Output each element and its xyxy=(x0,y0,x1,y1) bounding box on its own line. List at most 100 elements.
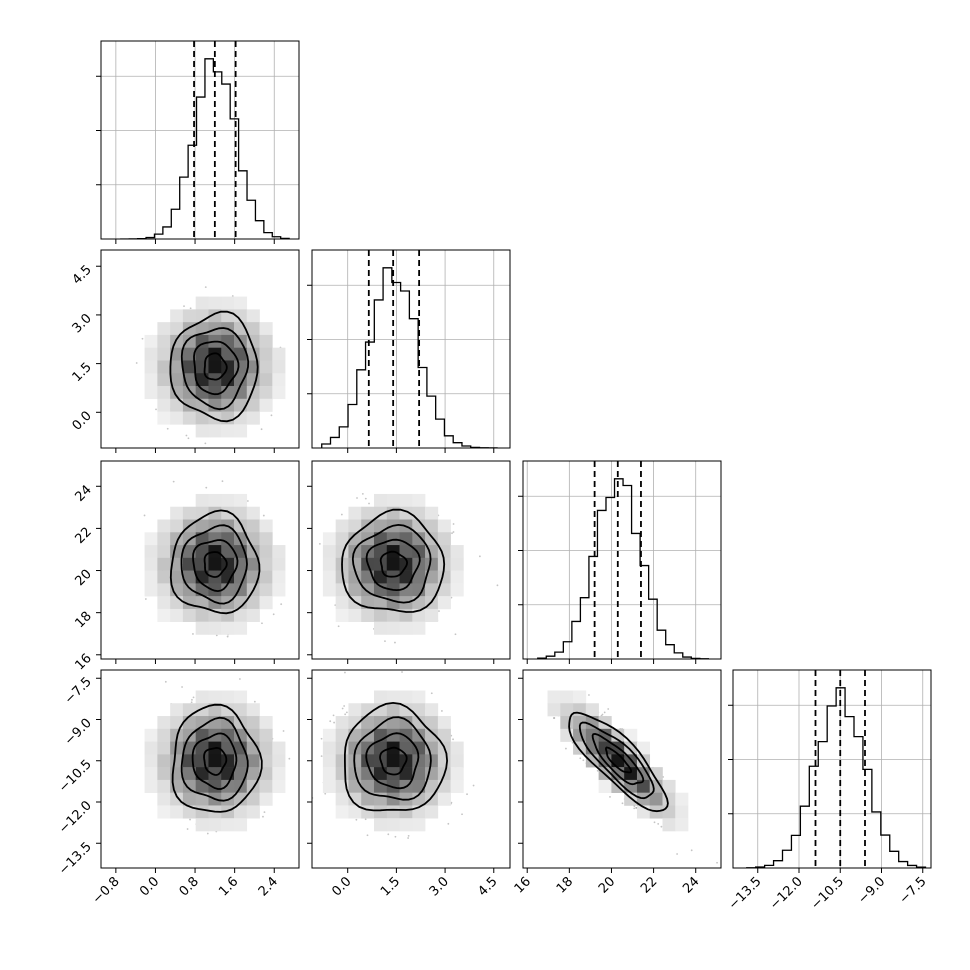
density-cell xyxy=(208,386,222,400)
density-cell xyxy=(157,545,171,559)
density-cell xyxy=(144,545,158,559)
y-tick-label: 3.0 xyxy=(70,311,95,336)
scatter-point xyxy=(452,531,455,533)
y-tick-label: 1.5 xyxy=(70,360,95,385)
y-tick-label: 20 xyxy=(73,567,95,589)
density-cell xyxy=(208,360,222,374)
y-tick-label: 24 xyxy=(73,482,95,504)
density-grid xyxy=(144,296,286,438)
density-cell xyxy=(182,347,196,361)
density-cell xyxy=(195,347,209,361)
density-cell xyxy=(182,583,196,597)
density-cell xyxy=(157,373,171,387)
density-cell xyxy=(144,347,158,361)
density-cell xyxy=(221,608,235,622)
panel-frame xyxy=(100,40,300,240)
density-cell xyxy=(221,424,235,438)
contour-level-2 xyxy=(180,524,248,605)
density-cell xyxy=(234,296,248,310)
contour-level-2 xyxy=(180,327,250,411)
density-cell xyxy=(157,557,171,571)
panel-frame xyxy=(311,249,511,449)
scatter-point xyxy=(450,596,453,599)
contour-level-0 xyxy=(203,352,228,381)
density-cell xyxy=(170,398,184,412)
scatter-point xyxy=(270,414,273,417)
density-cell xyxy=(221,386,235,400)
density-cell xyxy=(234,360,248,374)
density-cell xyxy=(234,621,248,635)
density-cell xyxy=(221,621,235,635)
density-cell xyxy=(157,608,171,622)
density-cell xyxy=(157,596,171,610)
density-cell xyxy=(234,519,248,533)
scatter-point xyxy=(368,502,370,505)
density-cell xyxy=(246,519,260,533)
density-cell xyxy=(195,608,209,622)
density-cell xyxy=(144,360,158,374)
density-cell xyxy=(259,596,273,610)
scatter-point xyxy=(202,464,204,466)
density-cell xyxy=(221,493,235,508)
density-cell xyxy=(157,398,171,412)
density-cell xyxy=(246,411,260,425)
scatter-point xyxy=(356,497,358,499)
scatter-point xyxy=(364,497,367,500)
density-cell xyxy=(170,309,184,323)
histogram-0 xyxy=(120,58,290,239)
density-cell xyxy=(234,570,248,584)
scatter-point xyxy=(155,408,157,411)
scatter-point xyxy=(337,625,340,628)
density-cell xyxy=(259,398,273,412)
density-cell xyxy=(221,360,235,374)
density-cell xyxy=(259,322,273,336)
density-cell xyxy=(246,322,260,336)
density-cell xyxy=(259,334,273,348)
density-cell xyxy=(259,557,273,571)
density-cell xyxy=(259,386,273,400)
density-cell xyxy=(170,570,184,584)
density-cell xyxy=(259,347,273,361)
density-cell xyxy=(259,583,273,597)
density-cell xyxy=(259,360,273,374)
contour-level-3 xyxy=(169,509,261,615)
density-cell xyxy=(182,386,196,400)
density-cell xyxy=(144,557,158,571)
density-cell xyxy=(157,386,171,400)
density-cell xyxy=(157,334,171,348)
density-cell xyxy=(182,360,196,374)
density-cell xyxy=(234,596,248,610)
scatter-point xyxy=(280,603,283,606)
y-tick-label: 0.0 xyxy=(70,409,95,434)
density-cell xyxy=(221,570,235,584)
scatter-point xyxy=(262,514,265,517)
density-cell xyxy=(272,347,286,361)
density-cell xyxy=(195,621,209,635)
scatter-point xyxy=(189,307,192,310)
density-cell xyxy=(157,322,171,336)
scatter-point xyxy=(135,362,138,364)
density-cell xyxy=(170,411,184,425)
density-cell xyxy=(144,334,158,348)
density-cell xyxy=(195,386,209,400)
density-cell xyxy=(208,621,222,635)
density-cell xyxy=(221,373,235,387)
scatter-point xyxy=(183,305,185,308)
density-cell xyxy=(157,347,171,361)
density-cell xyxy=(246,596,260,610)
density-cell xyxy=(170,334,184,348)
density-cell xyxy=(182,608,196,622)
density-cell xyxy=(259,545,273,559)
density-cell xyxy=(272,583,286,597)
density-cell xyxy=(208,296,222,310)
density-cell xyxy=(234,386,248,400)
panel-frame xyxy=(100,460,300,660)
density-cell xyxy=(259,570,273,584)
scatter-point xyxy=(144,598,147,600)
panel-2-1 xyxy=(307,460,511,664)
density-cell xyxy=(170,596,184,610)
density-cell xyxy=(221,296,235,310)
density-cell xyxy=(259,373,273,387)
scatter-point xyxy=(340,513,343,516)
